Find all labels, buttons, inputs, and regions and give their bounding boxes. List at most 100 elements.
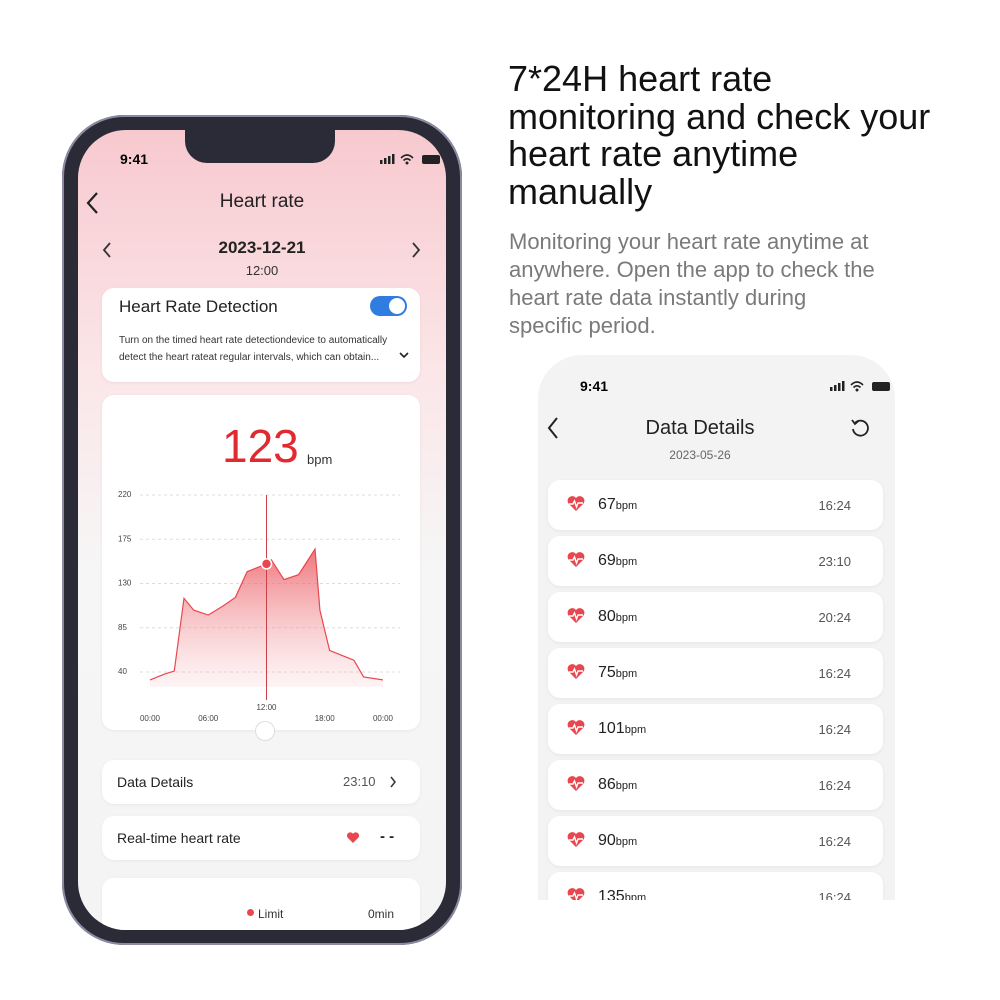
records-list: 67bpm 16:24 69bpm 23:10 80bpm 20:24 75bpm 16:24… — [538, 355, 895, 900]
heart-icon — [567, 608, 585, 623]
heart-icon — [567, 496, 585, 511]
bpm-value: 101 — [598, 720, 625, 737]
record-bpm: 90bpm — [598, 832, 637, 850]
screen-title: Data Details — [645, 417, 755, 439]
record-bpm: 86bpm — [598, 776, 637, 794]
headline-line: manually — [508, 170, 653, 212]
heart-icon — [346, 832, 360, 843]
date: 2023-12-21 — [218, 238, 306, 257]
record-time: 16:24 — [818, 498, 851, 513]
x-tick-label: 12:00 — [256, 703, 277, 712]
row-value: 23:10 — [343, 774, 376, 789]
record-time: 16:24 — [818, 890, 851, 900]
record-time: 16:24 — [818, 722, 851, 737]
headline-line: monitoring and check your — [508, 95, 931, 137]
bpm-value: 67 — [598, 496, 616, 513]
bpm-value: 90 — [598, 832, 616, 849]
data-details-row[interactable]: Data Details 23:10 — [102, 760, 420, 804]
record-row: 135bpm 16:24 — [548, 872, 883, 900]
bpm-value: 80 — [598, 608, 616, 625]
heart-icon — [567, 888, 585, 900]
back-button[interactable] — [542, 415, 562, 441]
chevron — [390, 776, 396, 788]
limit-card: Limit 0min — [102, 878, 420, 930]
record-row: 80bpm 20:24 — [548, 592, 883, 642]
record-time: 20:24 — [818, 610, 851, 625]
refresh-button[interactable] — [849, 417, 871, 439]
bpm-unit: bpm — [615, 836, 638, 848]
y-tick-label: 175 — [118, 534, 132, 543]
record-time: 16:24 — [818, 666, 851, 681]
bpm-unit: bpm — [615, 612, 638, 624]
detection-card: Heart Rate Detection Turn on the timed h… — [102, 288, 420, 382]
heart-icon — [567, 776, 585, 791]
heart-rate-chart: 220 175 130 85 40 00:00 06:00 12:00 18:00 00:00 — [118, 490, 400, 723]
record-row: 101bpm 16:24 — [548, 704, 883, 754]
bpm-unit: bpm — [615, 500, 638, 512]
row-value: - - — [380, 828, 395, 845]
description: Monitoring your heart rate anytime at an… — [509, 228, 875, 340]
record-bpm: 75bpm — [598, 664, 637, 682]
detection-title: Heart Rate Detection — [119, 297, 278, 316]
bpm-unit: bpm — [615, 780, 638, 792]
toggle[interactable] — [370, 296, 407, 316]
record-time: 16:24 — [818, 778, 851, 793]
headline-line: 7*24H heart rate — [508, 58, 773, 99]
description-line: Monitoring your heart rate anytime at — [509, 229, 869, 254]
notch — [185, 130, 335, 163]
record-time: 16:24 — [818, 834, 851, 849]
prev-date[interactable] — [100, 240, 114, 260]
time: 12:00 — [245, 263, 279, 278]
x-tick-label: 18:00 — [315, 714, 336, 723]
y-tick-label: 220 — [118, 490, 132, 499]
x-tick-label: 00:00 — [140, 714, 161, 723]
record-bpm: 80bpm — [598, 608, 637, 626]
row-label: Data Details — [117, 774, 194, 790]
legend-dot — [247, 909, 254, 916]
record-row: 86bpm 16:24 — [548, 760, 883, 810]
heart-icon — [567, 720, 585, 735]
bpm-unit: bpm — [624, 892, 647, 900]
bpm-unit: bpm — [615, 556, 638, 568]
details-screen: 9:41 Data Details 2023-05-26 67bpm 16:24 6… — [538, 355, 895, 900]
bpm-value: 75 — [598, 664, 616, 681]
screen-title: Heart rate — [219, 191, 305, 212]
headline: 7*24H heart rate monitoring and check yo… — [508, 60, 930, 210]
chart-card: 123 bpm 220 175 130 85 40 00:00 06:00 12:00 18:0… — [102, 395, 420, 730]
selected-point — [260, 558, 273, 570]
next-date[interactable] — [409, 240, 423, 260]
heart-icon — [567, 664, 585, 679]
bpm-value: 135 — [598, 888, 625, 900]
record-row: 67bpm 16:24 — [548, 480, 883, 530]
detection-text: Turn on the timed heart rate detectionde… — [119, 335, 388, 363]
scrubber-handle[interactable] — [256, 722, 274, 740]
date: 2023-05-26 — [669, 448, 731, 462]
record-row: 75bpm 16:24 — [548, 648, 883, 698]
y-tick-label: 85 — [118, 623, 127, 632]
legend-label: Limit — [258, 907, 284, 921]
y-tick-label: 130 — [118, 579, 132, 588]
status-time: 9:41 — [120, 151, 149, 167]
x-tick-label: 06:00 — [198, 714, 219, 723]
bpm-value: 69 — [598, 552, 616, 569]
back-button[interactable] — [82, 190, 102, 216]
status-time: 9:41 — [580, 378, 609, 394]
headline-line: heart rate anytime — [508, 133, 799, 174]
heart-icon — [567, 832, 585, 847]
record-row: 90bpm 16:24 — [548, 816, 883, 866]
bpm-unit: bpm — [624, 724, 647, 736]
record-time: 23:10 — [818, 554, 851, 569]
record-bpm: 135bpm — [598, 888, 646, 900]
x-tick-label: 00:00 — [373, 714, 394, 723]
current-unit: bpm — [307, 452, 333, 467]
current-value: 123 — [222, 420, 299, 472]
bpm-value: 86 — [598, 776, 616, 793]
record-bpm: 67bpm — [598, 496, 637, 514]
realtime-row: Real-time heart rate - - — [102, 816, 420, 860]
expand-icon[interactable] — [398, 350, 410, 360]
phone-screen: 9:41 Heart rate 2023-12-21 12:00 Heart R… — [78, 130, 446, 930]
description-line: anywhere. Open the app to check the — [509, 257, 875, 282]
record-row: 69bpm 23:10 — [548, 536, 883, 586]
status-icons — [380, 154, 440, 165]
